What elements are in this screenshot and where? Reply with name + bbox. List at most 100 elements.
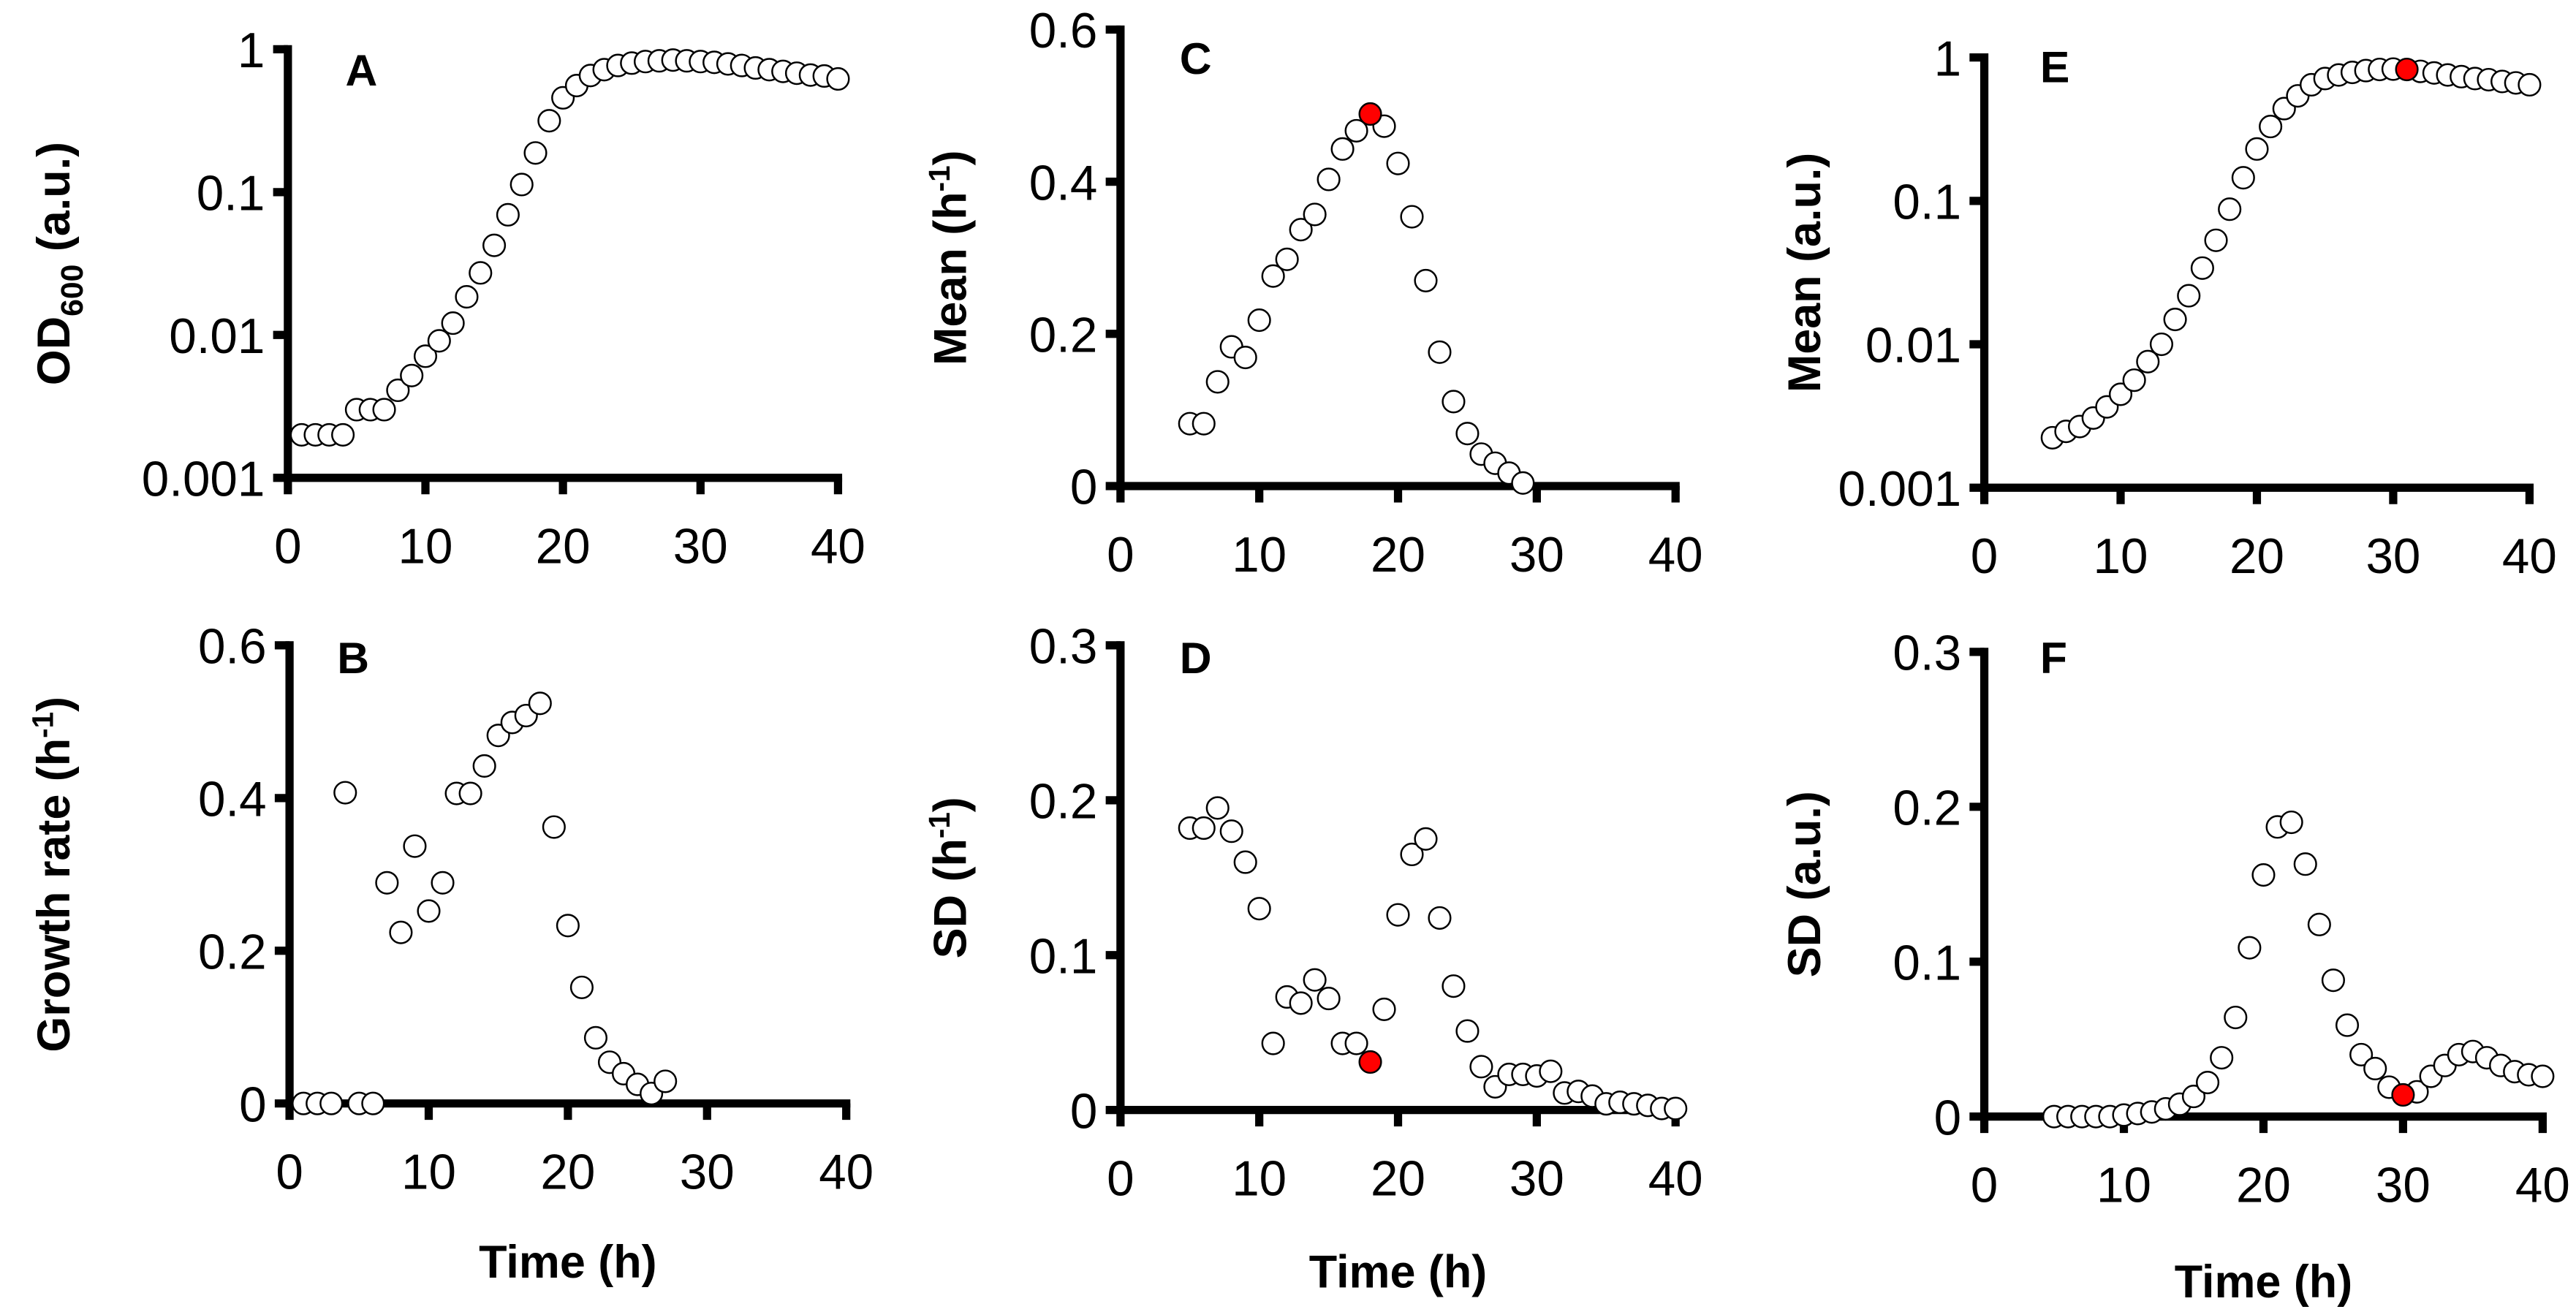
panel-letter: B <box>337 633 369 683</box>
data-point <box>1219 819 1243 843</box>
data-point <box>1428 340 1452 364</box>
panel-b: 0 0.2 0.4 0.6 0 10 20 30 40 B Growth rate (h-1) Tim… <box>26 620 874 1288</box>
data-point <box>1386 903 1410 927</box>
y-tick-label: 0.2 <box>1029 308 1098 363</box>
data-point <box>1192 816 1216 841</box>
data-point <box>1247 897 1271 921</box>
data-point <box>1455 1019 1480 1043</box>
y-axis-title-suffix: (a.u.) <box>29 142 80 265</box>
y-tick-label: 0.3 <box>1893 626 1961 681</box>
x-tick-label: 30 <box>1509 1151 1564 1206</box>
x-tick-label: 10 <box>2096 1158 2151 1213</box>
y-axis-title-suffix: ) <box>925 797 977 812</box>
data-point-highlighted <box>1358 102 1382 126</box>
data-point <box>2136 349 2160 373</box>
data-point <box>1386 151 1410 175</box>
y-tick-label: 0.2 <box>198 925 267 979</box>
y-axis-title-suffix: ) <box>29 697 80 712</box>
data-point <box>372 398 396 422</box>
y-axis-title: Growth rate (h-1) <box>26 697 80 1053</box>
data-point <box>2349 1042 2374 1066</box>
data-point <box>2245 137 2269 161</box>
data-point <box>2293 852 2317 876</box>
data-point <box>2204 228 2228 252</box>
y-tick-label: 0.3 <box>1029 620 1098 675</box>
x-tick-label: 30 <box>680 1145 735 1200</box>
y-axis-title: SD (h-1) <box>923 797 976 958</box>
y-tick-label: 1 <box>238 23 265 78</box>
y-axis-title-main: SD (a.u.) <box>1779 791 1830 977</box>
x-tick-label: 30 <box>1509 528 1564 583</box>
data-point <box>1511 471 1535 495</box>
data-point <box>2190 256 2214 280</box>
data-point <box>2181 1085 2206 1109</box>
data-point <box>1317 167 1341 192</box>
panel-letter: A <box>345 45 377 95</box>
x-tick-label: 20 <box>2236 1158 2291 1213</box>
y-tick-label: 1 <box>1934 31 1961 86</box>
data-point <box>1261 264 1285 288</box>
data-point <box>1289 991 1313 1015</box>
data-point <box>537 109 561 133</box>
y-tick-label: 0.1 <box>197 167 265 221</box>
x-tick-label: 20 <box>1371 528 1425 583</box>
data-point <box>361 1091 385 1115</box>
y-tick-label: 0 <box>1070 460 1097 515</box>
data-point <box>654 1069 678 1093</box>
x-tick-label: 30 <box>2376 1158 2431 1213</box>
data-point <box>523 141 548 165</box>
data-point <box>1469 1055 1493 1079</box>
data-point <box>2163 307 2187 332</box>
y-axis-title: SD (a.u.) <box>1779 791 1830 977</box>
data-point <box>1330 137 1355 161</box>
data-point-highlighted <box>2395 57 2419 82</box>
x-tick-label: 0 <box>276 1145 303 1200</box>
y-tick-label: 0.01 <box>1865 319 1961 373</box>
data-point <box>556 914 580 938</box>
data-point <box>2108 382 2133 406</box>
y-axis-title-main: Mean (a.u.) <box>1779 153 1830 393</box>
data-point <box>2149 332 2174 357</box>
data-point <box>2259 115 2283 139</box>
x-tick-label: 0 <box>274 520 301 575</box>
data-point <box>2335 1013 2360 1037</box>
y-axis-title-subscript: 600 <box>55 265 90 316</box>
y-tick-label: 0.4 <box>198 773 267 827</box>
data-point <box>1233 346 1257 370</box>
data-point <box>1205 796 1230 820</box>
y-tick-label: 0.2 <box>1893 781 1961 836</box>
data-point <box>1414 268 1438 292</box>
panel-f: 0 0.1 0.2 0.3 0 10 20 30 40 F SD (a.u.) Time (h) <box>1779 626 2570 1308</box>
data-point <box>1289 218 1313 242</box>
x-tick-label: 30 <box>673 520 728 575</box>
data-point <box>2238 936 2262 960</box>
y-tick-label: 0 <box>1070 1084 1097 1139</box>
data-point <box>389 920 413 944</box>
x-tick-label: 10 <box>1232 528 1287 583</box>
y-axis-title-main: SD (h <box>925 838 977 958</box>
data-point <box>427 329 451 353</box>
y-tick-label: 0 <box>1934 1091 1961 1145</box>
x-tick-label: 0 <box>1107 528 1134 583</box>
y-axis-title: Mean (h-1) <box>923 150 976 365</box>
data-point <box>1539 1059 1563 1083</box>
y-axis-title-superscript: -1 <box>923 812 956 838</box>
data-point-highlighted <box>2391 1082 2415 1107</box>
y-tick-label: 0.6 <box>1029 4 1098 58</box>
data-point <box>496 202 520 227</box>
data-point <box>1442 974 1466 998</box>
y-axis-title: OD600 (a.u.) <box>29 142 90 385</box>
x-tick-label: 40 <box>811 520 865 575</box>
x-tick-label: 20 <box>1371 1151 1425 1206</box>
y-axis-title: Mean (a.u.) <box>1779 153 1830 393</box>
data-point <box>2279 810 2303 835</box>
x-axis-title: Time (h) <box>479 1237 656 1288</box>
y-tick-label: 0.6 <box>198 620 267 675</box>
panel-c: 0 0.2 0.4 0.6 0 10 20 30 40 C Mean (h-1) <box>923 4 1702 583</box>
data-point <box>400 363 424 387</box>
data-point <box>2518 72 2542 97</box>
data-point <box>417 899 441 923</box>
data-point <box>2251 862 2276 887</box>
x-axis-title: Time (h) <box>1309 1246 1487 1297</box>
